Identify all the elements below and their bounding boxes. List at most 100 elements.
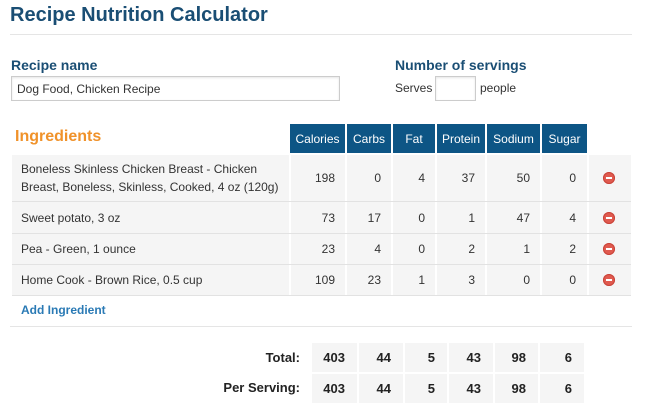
column-header-carbs: Carbs — [347, 124, 391, 153]
cell-divider — [540, 265, 542, 295]
cell-divider — [485, 265, 487, 295]
cell-divider — [435, 234, 437, 264]
cell-divider — [587, 202, 589, 233]
value-calories: 198 — [314, 171, 335, 185]
ingredient-name-line: Pea - Green, 1 ounce — [21, 242, 136, 256]
cell-divider — [289, 265, 291, 295]
value-calories: 23 — [321, 242, 335, 256]
value-sugar: 4 — [569, 210, 576, 225]
serves-prefix: Serves — [395, 81, 433, 95]
value-protein: 3 — [468, 273, 475, 287]
total-fat: 5 — [405, 343, 447, 372]
cell-divider — [345, 234, 347, 264]
value-protein: 37 — [461, 171, 475, 185]
value-carbs: 4 — [374, 242, 381, 256]
per-serving-sodium: 98 — [495, 374, 538, 403]
total-label: Total: — [265, 350, 300, 365]
column-header-protein: Protein — [437, 124, 485, 153]
value-sodium: 47 — [516, 210, 530, 225]
cell-divider — [435, 202, 437, 233]
divider — [10, 326, 632, 327]
ingredient-name: Boneless Skinless Chicken Breast - Chick… — [21, 160, 278, 196]
ingredient-name: Pea - Green, 1 ounce — [21, 240, 136, 258]
ingredient-row: Pea - Green, 1 ounce 23 4 0 2 1 2 — [12, 234, 631, 265]
value-calories: 73 — [321, 210, 335, 225]
cell-divider — [485, 234, 487, 264]
total-protein: 43 — [449, 343, 493, 372]
minus-circle-icon[interactable] — [603, 243, 615, 255]
ingredient-row: Sweet potato, 3 oz 73 17 0 1 47 4 — [12, 202, 631, 234]
cell-divider — [485, 155, 487, 201]
cell-divider — [289, 234, 291, 264]
value-protein: 2 — [468, 242, 475, 256]
value-sugar: 2 — [569, 242, 576, 256]
ingredient-name-line: Home Cook - Brown Rice, 0.5 cup — [21, 273, 203, 287]
per-serving-carbs: 44 — [359, 374, 403, 403]
cell-divider — [540, 155, 542, 201]
cell-divider — [540, 234, 542, 264]
cell-divider — [345, 155, 347, 201]
value-carbs: 0 — [374, 171, 381, 185]
cell-divider — [435, 155, 437, 201]
value-protein: 1 — [468, 210, 475, 225]
per-serving-calories: 403 — [312, 374, 357, 403]
value-fat: 1 — [418, 273, 425, 287]
per-serving-protein: 43 — [449, 374, 493, 403]
ingredient-name-line: Breast, Boneless, Skinless, Cooked, 4 oz… — [21, 180, 279, 194]
ingredients-heading: Ingredients — [15, 128, 102, 145]
per-serving-label: Per Serving: — [223, 380, 300, 395]
divider — [10, 34, 632, 35]
add-ingredient-link[interactable]: Add Ingredient — [21, 303, 106, 317]
value-fat: 0 — [418, 210, 425, 225]
ingredient-name: Sweet potato, 3 oz — [21, 209, 120, 227]
value-fat: 0 — [418, 242, 425, 256]
recipe-name-input[interactable] — [11, 76, 340, 101]
value-sodium: 0 — [523, 273, 530, 287]
column-header-sugar: Sugar — [542, 124, 587, 153]
total-carbs: 44 — [359, 343, 403, 372]
serves-suffix: people — [480, 81, 517, 95]
cell-divider — [485, 202, 487, 233]
value-sodium: 50 — [516, 171, 530, 185]
cell-divider — [435, 265, 437, 295]
cell-divider — [391, 202, 393, 233]
cell-divider — [345, 202, 347, 233]
value-sugar: 0 — [569, 273, 576, 287]
ingredient-name-line: Boneless Skinless Chicken Breast - Chick… — [21, 162, 258, 176]
cell-divider — [587, 234, 589, 264]
recipe-name-label: Recipe name — [11, 57, 98, 73]
cell-divider — [587, 265, 589, 295]
column-header-sodium: Sodium — [487, 124, 540, 153]
value-calories: 109 — [314, 273, 335, 287]
cell-divider — [391, 155, 393, 201]
servings-label: Number of servings — [395, 57, 527, 73]
minus-circle-icon[interactable] — [603, 211, 615, 224]
value-sugar: 0 — [569, 171, 576, 185]
total-calories: 403 — [312, 343, 357, 372]
total-sodium: 98 — [495, 343, 538, 372]
servings-input[interactable] — [435, 76, 476, 101]
per-serving-sugar: 6 — [540, 374, 584, 403]
value-fat: 4 — [418, 171, 425, 185]
ingredient-name-line: Sweet potato, 3 oz — [21, 210, 121, 225]
minus-circle-icon[interactable] — [603, 172, 615, 184]
per-serving-fat: 5 — [405, 374, 447, 403]
column-header-fat: Fat — [393, 124, 435, 153]
cell-divider — [391, 234, 393, 264]
minus-circle-icon[interactable] — [603, 274, 615, 286]
cell-divider — [289, 202, 291, 233]
cell-divider — [587, 155, 589, 201]
value-carbs: 23 — [367, 273, 381, 287]
ingredient-row: Boneless Skinless Chicken Breast - Chick… — [12, 155, 631, 202]
column-header-calories: Calories — [290, 124, 345, 153]
cell-divider — [289, 155, 291, 201]
cell-divider — [391, 265, 393, 295]
cell-divider — [540, 202, 542, 233]
ingredient-name: Home Cook - Brown Rice, 0.5 cup — [21, 271, 202, 289]
ingredient-row: Home Cook - Brown Rice, 0.5 cup 109 23 1 3 0 0 — [12, 265, 631, 296]
page-title: Recipe Nutrition Calculator — [10, 4, 268, 26]
cell-divider — [345, 265, 347, 295]
value-sodium: 1 — [523, 242, 530, 256]
total-sugar: 6 — [540, 343, 584, 372]
